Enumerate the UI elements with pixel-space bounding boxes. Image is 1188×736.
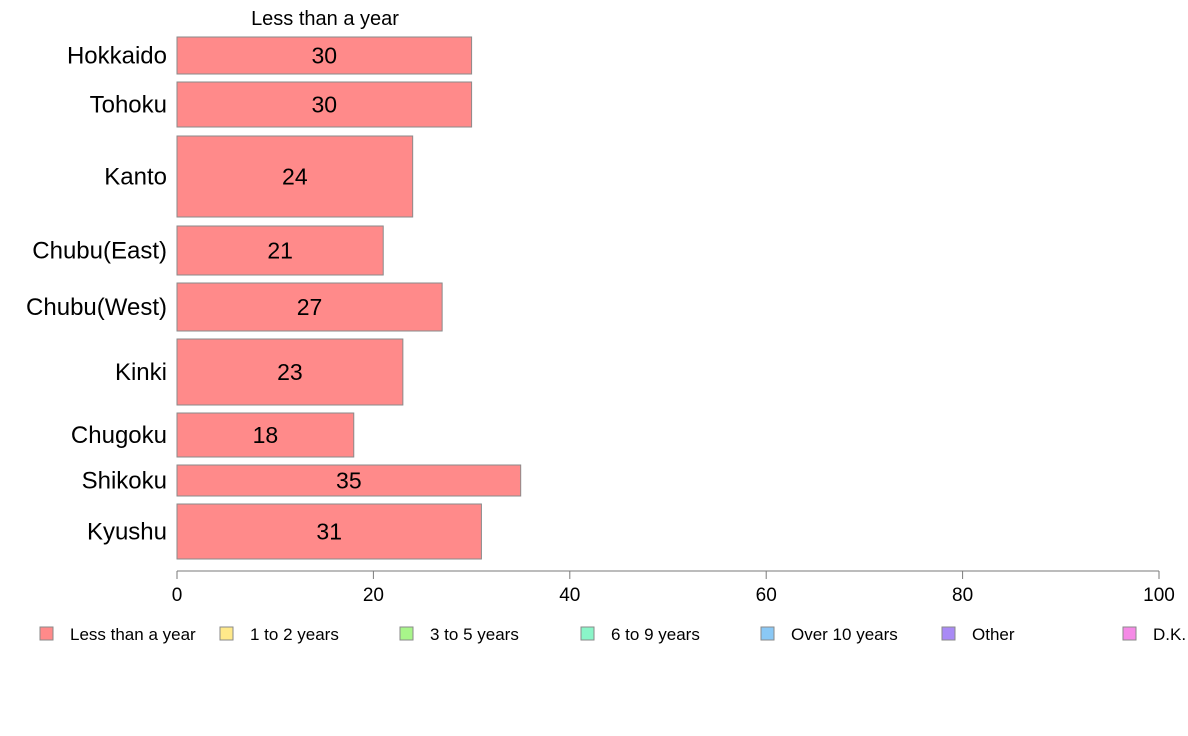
x-tick-label: 100 <box>1143 585 1175 606</box>
legend-label: 1 to 2 years <box>250 625 339 644</box>
category-label: Kinki <box>115 359 167 386</box>
bar-value-label: 18 <box>253 422 279 448</box>
x-tick-label: 0 <box>172 585 183 606</box>
bar-segment <box>176 412 355 458</box>
bar-value-label: 30 <box>312 43 338 69</box>
legend-label: D.K. <box>1153 625 1186 644</box>
category-label: Shikoku <box>82 468 167 495</box>
legend-label: 3 to 5 years <box>430 625 519 644</box>
category-label: Kyushu <box>87 519 167 546</box>
chart-title: Less than a year <box>251 8 399 30</box>
bar-value-label: 27 <box>297 294 323 320</box>
bar-segment <box>176 503 482 560</box>
bar-segment <box>176 338 404 406</box>
category-label: Tohoku <box>90 92 167 119</box>
x-tick-label: 80 <box>952 585 973 606</box>
bar-segment <box>176 464 522 497</box>
legend-label: Other <box>972 625 1015 644</box>
legend-label: Less than a year <box>70 625 196 644</box>
category-label: Chubu(East) <box>32 238 167 265</box>
bar-value-label: 31 <box>316 519 342 545</box>
bar-value-label: 35 <box>336 468 362 494</box>
category-label: Hokkaido <box>67 43 167 70</box>
category-label: Kanto <box>104 164 167 191</box>
bar-value-label: 24 <box>282 164 308 190</box>
legend-label: 6 to 9 years <box>611 625 700 644</box>
x-tick-label: 40 <box>559 585 580 606</box>
bar-value-label: 23 <box>277 359 303 385</box>
legend-swatch <box>941 626 956 641</box>
legend-swatch <box>760 626 775 641</box>
bar-value-label: 30 <box>312 92 338 118</box>
bars-group: Hokkaido 30 Tohoku 30 Kanto 24 Chubu(East) 21 Ch… <box>26 36 522 560</box>
legend-swatch <box>39 626 54 641</box>
legend-swatch <box>219 626 234 641</box>
bar-value-label: 21 <box>267 238 293 264</box>
bar-segment <box>176 36 473 75</box>
bar-segment <box>176 282 443 332</box>
legend-swatch <box>580 626 595 641</box>
x-tick-label: 20 <box>363 585 384 606</box>
bar-segment <box>176 135 414 218</box>
legend-swatch <box>1122 626 1137 641</box>
category-label: Chubu(West) <box>26 294 167 321</box>
legend: Less than a year 1 to 2 years 3 to 5 years… <box>39 625 1186 644</box>
legend-label: Over 10 years <box>791 625 898 644</box>
x-tick-label: 60 <box>756 585 777 606</box>
category-label: Chugoku <box>71 422 167 449</box>
legend-swatch <box>399 626 414 641</box>
bar-segment <box>176 81 473 128</box>
x-axis: 0 20 40 60 80 100 <box>172 570 1175 606</box>
bar-segment <box>176 225 384 276</box>
